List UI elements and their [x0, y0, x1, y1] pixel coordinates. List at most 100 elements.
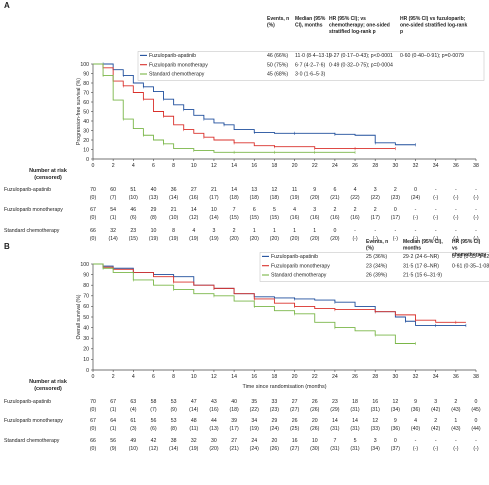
at-risk-censored: (20)	[209, 446, 218, 452]
at-risk-count: 21	[211, 187, 217, 193]
at-risk-censored: (43)	[451, 407, 460, 413]
legend-label: Standard chemotherapy	[271, 273, 327, 279]
at-risk-count: 8	[172, 228, 175, 234]
table-header: Events, n	[366, 239, 388, 245]
table-hr-chemo: 0·58 (0·33–1·02)	[452, 254, 489, 260]
at-risk-count: 48	[191, 418, 197, 424]
at-risk-count: 13	[251, 187, 257, 193]
table-header: chemotherapy; one-sided	[329, 22, 390, 28]
x-tick-label: 36	[453, 374, 459, 380]
at-risk-count: 9	[414, 399, 417, 405]
y-tick-label: 100	[80, 262, 89, 268]
at-risk-censored: (20)	[270, 236, 279, 242]
at-risk-count: 47	[191, 399, 197, 405]
at-risk-count: 0	[475, 399, 478, 405]
table-hr-chemo: 0·61 (0·35–1·08)	[452, 263, 489, 269]
at-risk-count: -	[475, 438, 477, 444]
at-risk-censored: (13)	[209, 426, 218, 432]
at-risk-censored: (10)	[169, 215, 178, 221]
at-risk-censored: (20)	[330, 236, 339, 242]
at-risk-count: 4	[192, 228, 195, 234]
at-risk-count: 56	[151, 418, 157, 424]
at-risk-censored: (-)	[473, 195, 478, 201]
legend-label: Fuzuloparib-apatinib	[149, 53, 196, 59]
at-risk-censored: (20)	[250, 236, 259, 242]
at-risk-count: 42	[151, 438, 157, 444]
at-risk-count: 24	[251, 438, 257, 444]
at-risk-count: 66	[90, 228, 96, 234]
at-risk-censored: (30)	[310, 446, 319, 452]
y-tick-label: 30	[83, 336, 89, 342]
at-risk-count: 66	[90, 438, 96, 444]
x-tick-label: 14	[231, 163, 237, 169]
series-line-2	[93, 63, 396, 149]
at-risk-censored: (6)	[150, 426, 157, 432]
at-risk-count: 2	[333, 207, 336, 213]
x-tick-label: 10	[191, 374, 197, 380]
series-line-2	[93, 263, 466, 323]
at-risk-count: -	[455, 187, 457, 193]
at-risk-row-label: Standard chemotherapy	[4, 228, 60, 234]
at-risk-censored: (15)	[229, 215, 238, 221]
x-tick-label: 30	[392, 374, 398, 380]
y-tick-label: 10	[83, 147, 89, 153]
at-risk-censored: (26)	[310, 426, 319, 432]
at-risk-censored: (6)	[130, 215, 137, 221]
at-risk-censored: (19)	[290, 195, 299, 201]
at-risk-censored: (31)	[350, 407, 359, 413]
at-risk-count: 67	[90, 207, 96, 213]
at-risk-censored: (12)	[189, 215, 198, 221]
at-risk-count: 16	[372, 399, 378, 405]
at-risk-count: 43	[211, 399, 217, 405]
legend-label: Fuzuloparib-apatinib	[271, 254, 318, 260]
at-risk-censored: (7)	[110, 195, 117, 201]
at-risk-count: 23	[332, 399, 338, 405]
x-tick-label: 10	[191, 163, 197, 169]
y-axis-label: Progression-free survival (%)	[76, 78, 82, 145]
at-risk-count: 14	[191, 207, 197, 213]
table-header: vs	[452, 245, 458, 251]
summary-table: Events, n(%) Median (95%CI), months HR (95…	[137, 16, 485, 81]
x-tick-label: 26	[352, 163, 358, 169]
at-risk-count: 67	[90, 418, 96, 424]
at-risk-censored: (14)	[169, 195, 178, 201]
at-risk-censored: (19)	[250, 426, 259, 432]
at-risk-count: 12	[392, 399, 398, 405]
at-risk-count: 32	[191, 438, 197, 444]
x-tick-label: 8	[172, 163, 175, 169]
at-risk-count: 9	[394, 418, 397, 424]
at-risk-censored: (0)	[90, 215, 97, 221]
at-risk-censored: (12)	[149, 446, 158, 452]
at-risk-censored: (14)	[109, 236, 118, 242]
table-median: 29·2 (24·6–NR)	[403, 254, 439, 260]
at-risk-censored: (45)	[471, 407, 480, 413]
at-risk-censored: (7)	[150, 407, 157, 413]
at-risk-censored: (36)	[391, 426, 400, 432]
at-risk-count: 20	[312, 418, 318, 424]
at-risk-row-label: Fuzuloparib monotherapy	[4, 207, 63, 213]
at-risk-censored: (31)	[330, 446, 339, 452]
table-header: CI), months	[295, 22, 323, 28]
at-risk-censored: (24)	[250, 446, 259, 452]
at-risk-count: 40	[231, 399, 237, 405]
at-risk-censored: (23)	[391, 195, 400, 201]
at-risk-title: Number at risk	[29, 168, 67, 174]
at-risk-censored: (18)	[229, 195, 238, 201]
at-risk-censored: (16)	[290, 215, 299, 221]
at-risk-censored: (20)	[310, 236, 319, 242]
table-header: one-sided stratified log-rank	[400, 22, 467, 28]
at-risk-censored: (-)	[393, 236, 398, 242]
at-risk-censored: (-)	[473, 215, 478, 221]
at-risk-censored: (24)	[411, 195, 420, 201]
at-risk-censored: (-)	[413, 215, 418, 221]
x-axis-label: Time since randomisation (months)	[243, 384, 327, 390]
at-risk-count: 18	[352, 399, 358, 405]
at-risk-count: 36	[171, 187, 177, 193]
at-risk-count: 14	[332, 418, 338, 424]
y-tick-label: 80	[83, 81, 89, 87]
table-header: HR (95% CI) vs fuzuloparib;	[400, 16, 466, 22]
at-risk-censored: (0)	[90, 236, 97, 242]
at-risk-count: 2	[233, 228, 236, 234]
at-risk-censored: (14)	[189, 407, 198, 413]
at-risk-censored: (13)	[149, 195, 158, 201]
